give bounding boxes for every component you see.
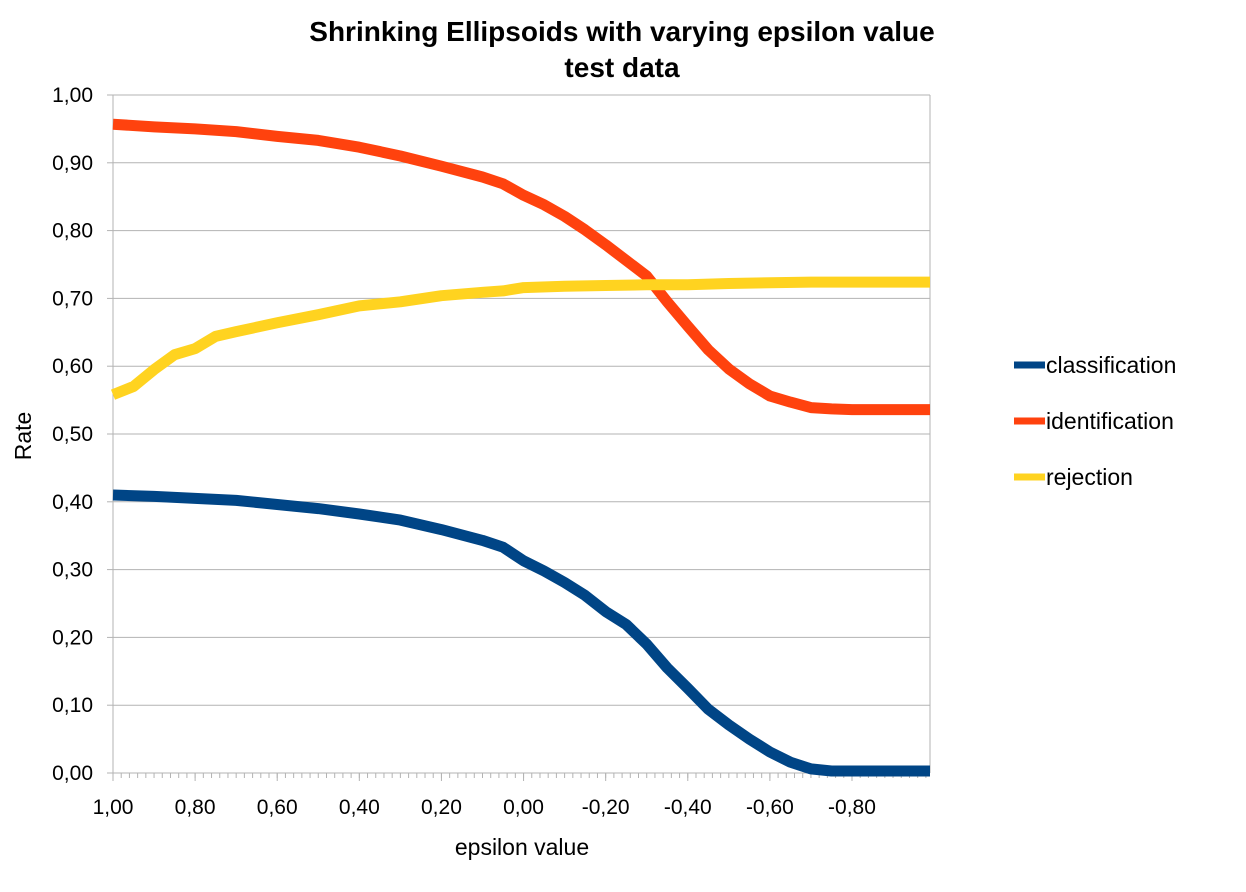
- x-tick-label: 0,80: [175, 796, 216, 819]
- x-tick-label: 0,20: [421, 796, 462, 819]
- chart-title: Shrinking Ellipsoids with varying epsilo…: [309, 16, 934, 83]
- x-tick-label: 0,40: [339, 796, 380, 819]
- y-axis-label: Rate: [10, 412, 36, 461]
- x-tick-label: -0,40: [664, 796, 712, 819]
- gridlines: [107, 94, 930, 774]
- x-axis-label: epsilon value: [455, 834, 589, 860]
- y-tick-label: 0,50: [52, 423, 93, 446]
- legend-label-classification: classification: [1046, 352, 1176, 378]
- x-axis-tick-labels: 1,00 0,80 0,60 0,40 0,20 0,00 -0,20 -0,40 -0,60 -…: [93, 796, 876, 819]
- legend-label-identification: identification: [1046, 408, 1174, 434]
- series-line-identification: [112, 118, 930, 416]
- y-tick-label: 1,00: [52, 84, 93, 107]
- legend-label-rejection: rejection: [1046, 464, 1133, 490]
- x-tick-label: 1,00: [93, 796, 134, 819]
- chart-title-line-2: test data: [564, 52, 680, 83]
- series-line-classification: [112, 489, 930, 777]
- y-tick-label: 0,10: [52, 694, 93, 717]
- y-tick-label: 0,30: [52, 559, 93, 582]
- y-tick-label: 0,60: [52, 355, 93, 378]
- chart-title-line-1: Shrinking Ellipsoids with varying epsilo…: [309, 16, 934, 47]
- y-tick-label: 0,70: [52, 287, 93, 310]
- x-tick-label: 0,60: [257, 796, 298, 819]
- series-line-rejection: [110, 276, 930, 400]
- y-axis-tick-labels: 0,00 0,10 0,20 0,30 0,40 0,50 0,60 0,70 0,80 0,90…: [52, 84, 93, 785]
- y-tick-label: 0,80: [52, 220, 93, 243]
- x-tick-label: 0,00: [503, 796, 544, 819]
- x-tick-label: -0,60: [746, 796, 794, 819]
- legend: classification identification rejection: [1014, 352, 1176, 490]
- y-tick-label: 0,00: [52, 762, 93, 785]
- y-tick-label: 0,90: [52, 152, 93, 175]
- series-lines: [110, 118, 930, 777]
- x-tick-label: -0,80: [828, 796, 876, 819]
- y-tick-label: 0,20: [52, 626, 93, 649]
- y-tick-label: 0,40: [52, 491, 93, 514]
- x-tick-label: -0,20: [582, 796, 630, 819]
